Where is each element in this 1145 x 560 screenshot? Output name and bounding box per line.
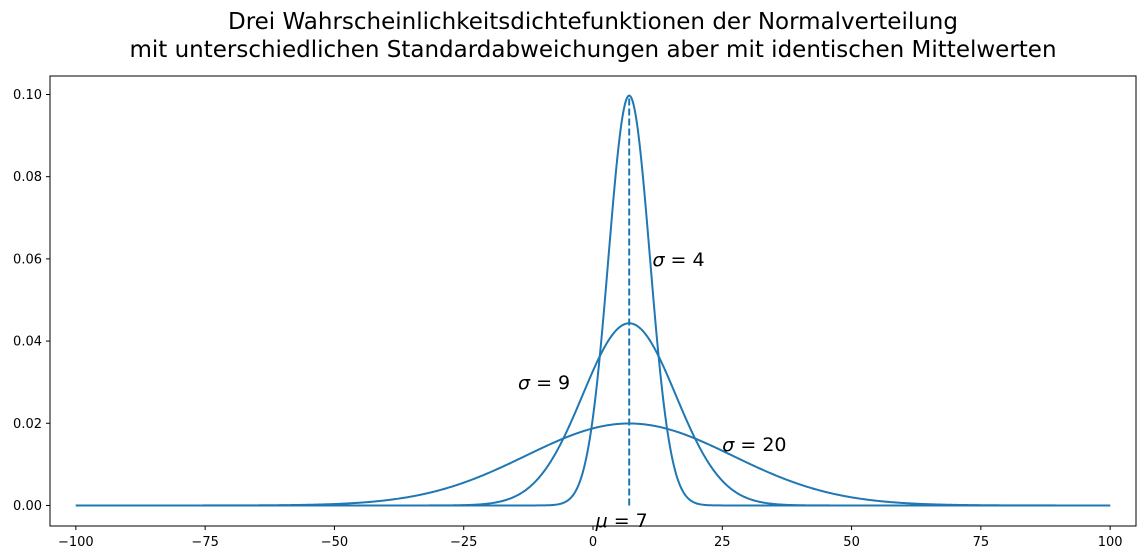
density-curve-sigma-20 (75, 422, 1111, 507)
chart-title-line-1: Drei Wahrscheinlichkeitsdichtefunktionen… (228, 9, 958, 35)
annotation-value: = 9 (530, 372, 570, 394)
y-axis: 0.00 0.02 0.04 0.06 0.08 0.10 (13, 88, 50, 514)
annotation-value: = 7 (608, 510, 648, 532)
density-curves (75, 94, 1111, 507)
density-curve-sigma-4 (75, 94, 1111, 507)
x-tick-label: 50 (843, 535, 860, 550)
annotation-symbol: σ (652, 249, 665, 271)
annotations: σ = 4σ = 9σ = 20μ = 7 (518, 249, 787, 532)
x-tick-label: 25 (714, 535, 731, 550)
annotation-symbol: σ (518, 372, 531, 394)
x-tick-label: −75 (191, 535, 218, 550)
annotation-label: σ = 20 (722, 434, 786, 456)
chart-title-line-2: mit unterschiedlichen Standardabweichung… (129, 37, 1056, 63)
plot-area-frame (49, 75, 1137, 527)
annotation-label: σ = 4 (652, 249, 704, 271)
y-tick-label: 0.10 (13, 88, 42, 103)
annotation-symbol: μ (595, 510, 608, 532)
y-tick-label: 0.06 (13, 252, 42, 267)
x-tick-label: −100 (58, 535, 94, 550)
x-tick-label: 0 (589, 535, 597, 550)
annotation-value: = 20 (734, 434, 786, 456)
y-tick-label: 0.04 (13, 335, 42, 350)
y-tick-label: 0.02 (13, 417, 42, 432)
x-tick-label: −25 (450, 535, 477, 550)
annotation-symbol: σ (722, 434, 735, 456)
x-tick-label: 75 (973, 535, 990, 550)
annotation-label: μ = 7 (595, 510, 648, 532)
annotation-value: = 4 (665, 249, 705, 271)
y-tick-label: 0.00 (13, 499, 42, 514)
x-tick-label: 100 (1098, 535, 1123, 550)
x-axis: −100 −75 −50 −25 0 25 50 75 100 (58, 526, 1123, 550)
annotation-label: σ = 9 (518, 372, 570, 394)
x-tick-label: −50 (321, 535, 348, 550)
y-tick-label: 0.08 (13, 170, 42, 185)
